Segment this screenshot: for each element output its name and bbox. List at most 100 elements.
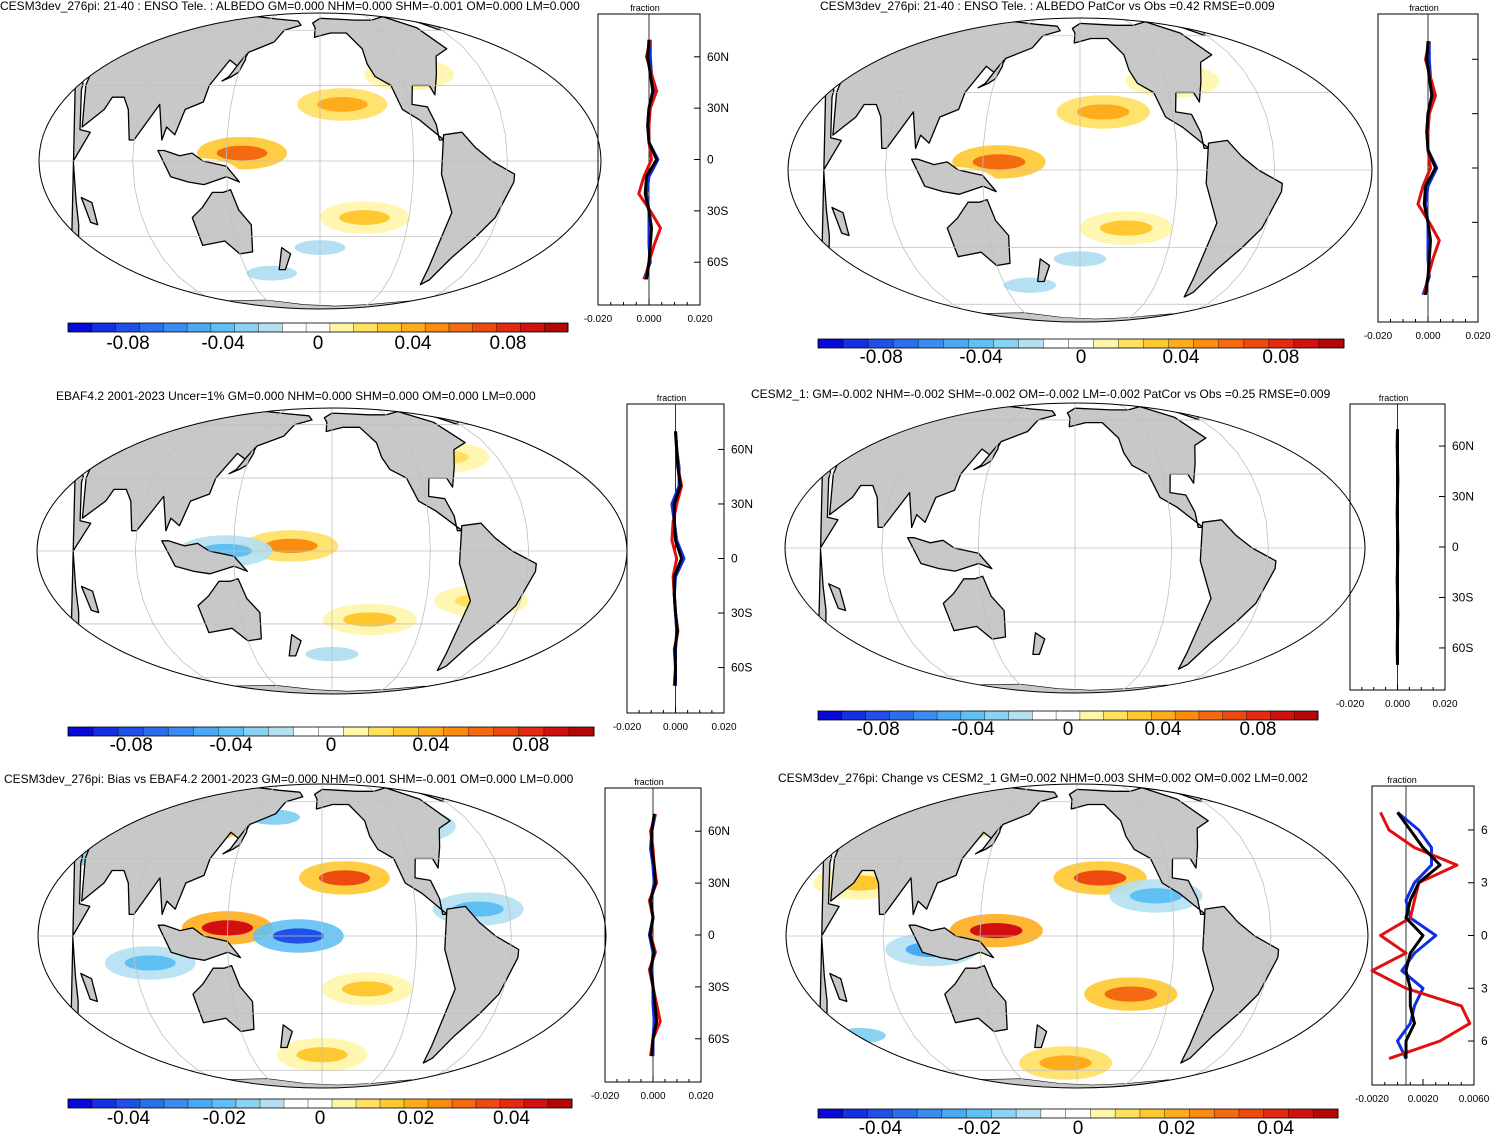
anomaly-core bbox=[1003, 277, 1057, 293]
land-australia bbox=[197, 578, 262, 642]
anomaly-core bbox=[264, 538, 318, 554]
profile-lat-label: 60S bbox=[1452, 641, 1473, 655]
land-namerica bbox=[1068, 787, 1209, 916]
anomaly-core bbox=[1039, 1055, 1092, 1071]
longitude-line bbox=[881, 403, 1022, 693]
profile-series-mean bbox=[1396, 811, 1442, 1059]
anomaly-core bbox=[343, 612, 397, 627]
colorbar-frame bbox=[817, 710, 1319, 721]
colorbar-swatch bbox=[543, 727, 570, 736]
colorbar-swatch bbox=[401, 323, 426, 332]
colorbar-swatch bbox=[1222, 711, 1248, 720]
longitude-line bbox=[982, 18, 1053, 322]
colorbar-label: 0 bbox=[326, 735, 337, 756]
longitude-line bbox=[359, 408, 431, 694]
colorbar-swatch bbox=[1294, 711, 1319, 720]
colorbar-label: -0.08 bbox=[856, 719, 899, 740]
colorbar-swatch bbox=[841, 711, 867, 720]
panel-title: CESM3dev_276pi: Bias vs EBAF4.2 2001-202… bbox=[4, 772, 574, 786]
map bbox=[787, 17, 1373, 323]
land-australia bbox=[946, 198, 1011, 267]
colorbar-swatch bbox=[476, 1099, 501, 1108]
land-madagascar bbox=[831, 206, 850, 237]
land-nz bbox=[1037, 258, 1051, 283]
zonal-profile: fraction -0.0020 0.0020 0.0060 6 3 0 3 6 bbox=[1355, 775, 1490, 1105]
profile-series-mean bbox=[672, 431, 684, 686]
longitude-line bbox=[1101, 403, 1173, 693]
colorbar-swatch bbox=[163, 323, 188, 332]
colorbar-frame bbox=[817, 1108, 1339, 1119]
profile-xtick-label: 0.0020 bbox=[1408, 1094, 1439, 1105]
anomaly-core bbox=[970, 922, 1023, 939]
profile-xtick-label: -0.020 bbox=[1336, 699, 1365, 710]
profile-xtick-label: 0.000 bbox=[640, 1091, 665, 1102]
colorbar-label: 0 bbox=[315, 1108, 326, 1129]
colorbar-swatch bbox=[418, 727, 445, 736]
land-madagascar bbox=[829, 972, 848, 1003]
colorbar: -0.08 -0.04 0 0.04 0.08 bbox=[817, 710, 1319, 740]
anomaly-core bbox=[1104, 986, 1157, 1002]
longitude-line bbox=[348, 784, 418, 1088]
profile-lat-label: 60N bbox=[707, 50, 729, 64]
colorbar-swatch bbox=[1008, 711, 1033, 720]
profile-series-model bbox=[1370, 811, 1472, 1061]
profile-lat-label: 0 bbox=[707, 153, 714, 167]
profile-lat-label: 60N bbox=[708, 824, 730, 838]
colorbar-swatch bbox=[168, 727, 194, 736]
colorbar-swatch bbox=[1032, 711, 1057, 720]
colorbar-label: 0.04 bbox=[1257, 1118, 1294, 1139]
anomaly-core bbox=[318, 870, 371, 886]
anomaly-core bbox=[1073, 870, 1127, 886]
colorbar-swatch bbox=[1079, 711, 1105, 720]
colorbar-swatch bbox=[544, 323, 569, 332]
map bbox=[785, 783, 1369, 1089]
profile-xtick-label: 0.000 bbox=[1385, 699, 1410, 710]
colorbar-swatch bbox=[343, 727, 370, 736]
map bbox=[37, 783, 607, 1089]
colorbar-swatch bbox=[93, 727, 119, 736]
colorbar-swatch bbox=[236, 1099, 261, 1108]
land-nz bbox=[1034, 1024, 1048, 1049]
land-nz bbox=[288, 634, 302, 657]
colorbar-swatch bbox=[865, 711, 890, 720]
colorbar-swatch bbox=[496, 323, 521, 332]
colorbar-swatch bbox=[913, 711, 938, 720]
profile-xtick-label: 0.020 bbox=[1465, 331, 1490, 342]
colorbar-swatch bbox=[143, 727, 169, 736]
profile-lat-label: 3 bbox=[1481, 981, 1488, 995]
anomaly-core bbox=[972, 154, 1026, 170]
longitude-line bbox=[979, 784, 1051, 1088]
colorbar-swatch bbox=[843, 339, 869, 348]
colorbar-swatch bbox=[188, 1099, 213, 1108]
anomaly-core bbox=[316, 97, 368, 112]
map bbox=[784, 402, 1366, 694]
profile-xtick-label: 0.000 bbox=[636, 314, 661, 325]
colorbar-label: -0.04 bbox=[959, 347, 1003, 368]
colorbar-swatch bbox=[1263, 1109, 1289, 1118]
land-nz bbox=[1032, 632, 1046, 656]
colorbar-label: 0 bbox=[1063, 719, 1074, 740]
colorbar: -0.08 -0.04 0 0.04 0.08 bbox=[817, 338, 1345, 368]
land-japan bbox=[973, 442, 1000, 471]
colorbar-swatch bbox=[1214, 1109, 1240, 1118]
profile-lat-label: 30S bbox=[1452, 590, 1473, 604]
profile-xaxis-label: fraction bbox=[1409, 3, 1439, 13]
colorbar-swatch bbox=[1293, 339, 1320, 348]
colorbar-swatch bbox=[368, 727, 395, 736]
colorbar-label: -0.04 bbox=[859, 1118, 903, 1139]
colorbar-swatch bbox=[889, 711, 914, 720]
colorbar-frame bbox=[817, 338, 1345, 349]
colorbar-swatch bbox=[115, 323, 140, 332]
anomaly-core bbox=[216, 145, 268, 161]
land-indonesia bbox=[908, 924, 995, 961]
map-border bbox=[784, 402, 1366, 694]
colorbar-swatch bbox=[1193, 339, 1220, 348]
longitude-line bbox=[374, 784, 512, 1088]
profile-xtick-label: -0.020 bbox=[1364, 331, 1393, 342]
profile-lat-label: 30N bbox=[708, 876, 730, 890]
colorbar-swatch bbox=[140, 1099, 165, 1108]
colorbar-swatch bbox=[1143, 339, 1170, 348]
colorbar-swatch bbox=[941, 1109, 968, 1118]
colorbar-swatch bbox=[1288, 1109, 1314, 1118]
land-australia bbox=[191, 189, 254, 255]
